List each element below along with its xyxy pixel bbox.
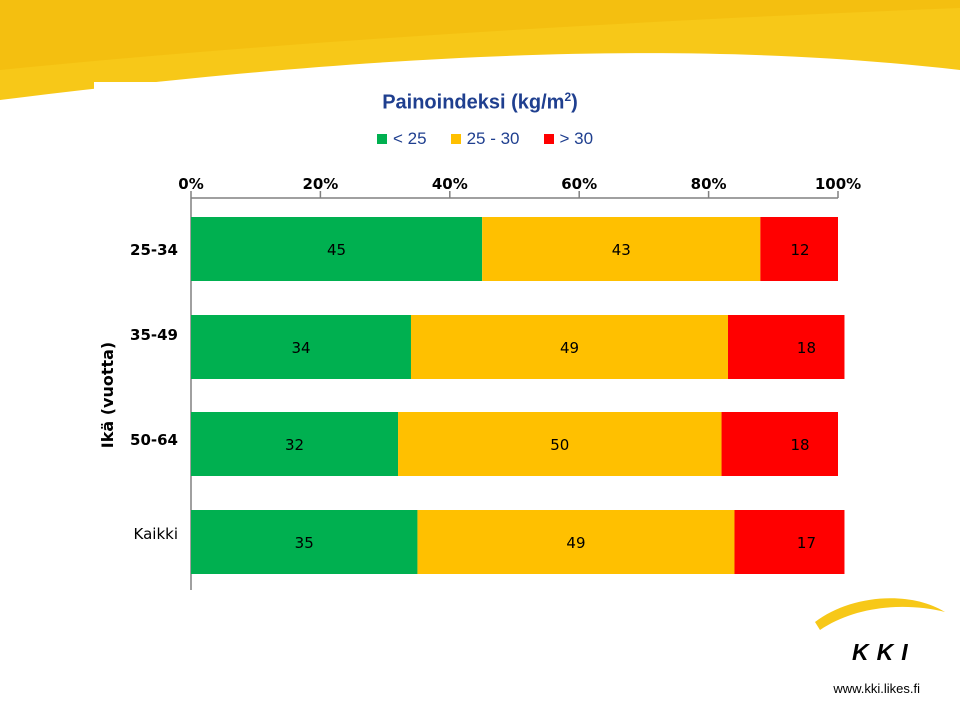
x-tick-label: 80%: [691, 175, 727, 193]
data-label: 18: [797, 339, 816, 357]
data-label: 32: [285, 436, 304, 454]
chart-title: Painoindeksi (kg/m2): [0, 90, 960, 115]
bar-segment: [398, 412, 722, 476]
data-label: 49: [566, 534, 585, 552]
bar-segment: [721, 412, 838, 476]
bar-segment: [728, 315, 845, 379]
legend-item-high: > 30: [543, 129, 594, 149]
y-axis-label: Ikä (vuotta): [98, 342, 117, 449]
kki-logo-text: KKI: [852, 639, 916, 665]
data-label: 35: [295, 534, 314, 552]
legend-item-mid: 25 - 30: [450, 129, 520, 149]
data-label: 34: [291, 339, 310, 357]
legend-item-low: < 25: [377, 129, 427, 149]
chart-title-superscript: 2: [564, 90, 572, 104]
data-label: 17: [797, 534, 816, 552]
x-tick-label: 20%: [302, 175, 338, 193]
bar-segment: [191, 412, 399, 476]
bar-segment: [734, 510, 845, 574]
x-tick-label: 0%: [178, 175, 203, 193]
x-tick-label: 60%: [561, 175, 597, 193]
legend-label-high: > 30: [559, 129, 594, 148]
data-label: 50: [550, 436, 569, 454]
bar-segment: [191, 510, 418, 574]
x-tick-label: 40%: [432, 175, 468, 193]
data-label: 43: [612, 241, 631, 259]
bar-segment: [410, 315, 729, 379]
bar-segment: [482, 217, 761, 281]
category-label: Kaikki: [134, 525, 178, 543]
category-label: 50-64: [130, 431, 178, 449]
footer-url: www.kki.likes.fi: [833, 681, 920, 696]
legend-label-low: < 25: [393, 129, 427, 148]
legend-swatch-mid: [450, 134, 461, 144]
data-label: 12: [790, 241, 809, 259]
bar-segment: [191, 315, 411, 379]
x-tick-label: 100%: [815, 175, 861, 193]
legend-swatch-high: [543, 134, 554, 144]
legend-label-mid: 25 - 30: [466, 129, 520, 148]
data-label: 18: [790, 436, 809, 454]
chart-title-main: Painoindeksi (kg/m: [382, 91, 565, 114]
category-label: 35-49: [130, 326, 178, 344]
logo-swoosh: [815, 598, 945, 630]
legend-swatch-low: [377, 134, 387, 144]
legend: < 25 25 - 30 > 30: [377, 129, 617, 149]
category-label: 25-34: [130, 241, 178, 259]
chart-title-suffix: ): [571, 91, 578, 114]
bar-segment: [191, 217, 483, 281]
bar-segment: [417, 510, 735, 574]
data-label: 45: [327, 241, 346, 259]
bar-segment: [760, 217, 838, 281]
data-label: 49: [560, 339, 579, 357]
